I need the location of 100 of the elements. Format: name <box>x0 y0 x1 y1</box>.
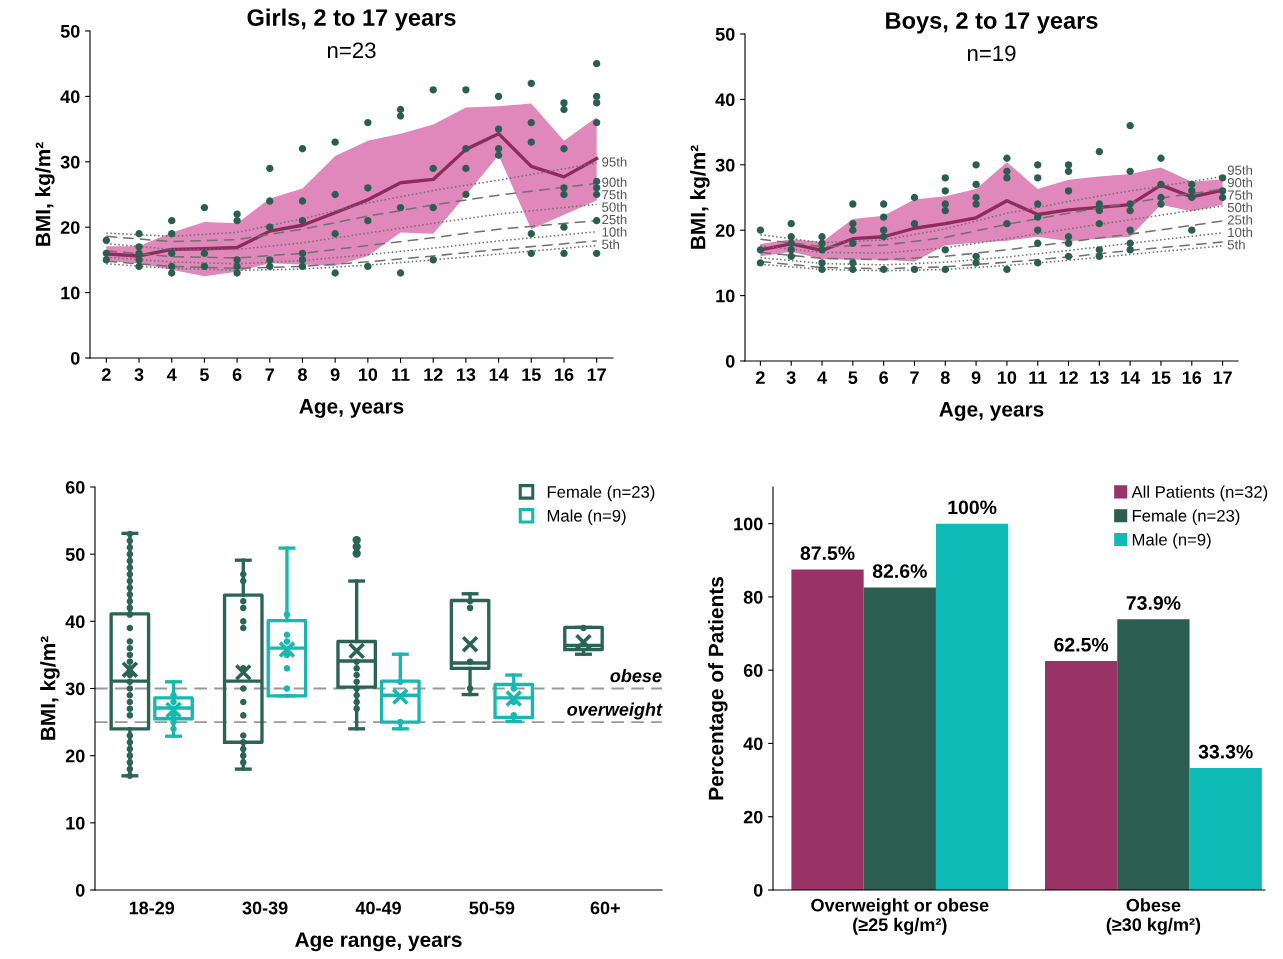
y-tick-label: 20 <box>60 221 80 234</box>
x-tick-label: 15 <box>1152 371 1171 384</box>
y-tick-label: 50 <box>65 548 85 561</box>
y-axis-title: BMI, kg/m² <box>40 636 60 740</box>
y-axis-title: BMI, kg/m² <box>690 145 710 249</box>
series-label: 10th <box>602 226 627 237</box>
y-tick-label: 40 <box>743 737 763 751</box>
ref-line-label: overweight <box>567 702 663 720</box>
series-label: 95th <box>602 156 627 167</box>
y-tick-label: 50 <box>715 27 735 41</box>
x-tick-label: Obese (≥30 kg/m²) <box>1106 898 1201 935</box>
x-tick-label: 14 <box>489 368 509 381</box>
x-tick-label: 5 <box>848 371 858 384</box>
x-tick-label: 2 <box>756 371 765 384</box>
y-tick-label: 80 <box>743 590 763 604</box>
y-tick-label: 10 <box>66 816 85 830</box>
y-tick-label: 0 <box>75 883 85 897</box>
data-label: 73.9% <box>1126 596 1181 610</box>
y-tick-label: 20 <box>715 224 735 237</box>
series-label: 90th <box>602 177 627 187</box>
series-label: 95th <box>1227 165 1253 175</box>
x-tick-label: Overweight or obese (≥25 kg/m²) <box>811 898 989 935</box>
y-tick-label: 30 <box>60 155 80 169</box>
y-tick-label: 40 <box>715 93 735 107</box>
x-tick-label: 8 <box>298 368 307 381</box>
legend-label: Female (n=23) <box>1132 509 1240 526</box>
x-tick-label: 13 <box>1090 371 1109 385</box>
x-tick-label: 17 <box>587 368 606 381</box>
x-tick-label: 7 <box>265 368 275 381</box>
y-tick-label: 30 <box>715 158 735 172</box>
y-tick-label: 60 <box>743 664 763 677</box>
data-label: 87.5% <box>800 546 855 561</box>
x-tick-label: 6 <box>232 368 242 381</box>
ref-line-label: obese <box>610 668 662 683</box>
x-tick-label: 30-39 <box>242 901 288 915</box>
x-tick-label: 5 <box>199 368 209 381</box>
y-tick-label: 60 <box>65 480 85 494</box>
x-tick-label: 7 <box>910 371 919 384</box>
x-axis-title: Age, years <box>939 402 1044 421</box>
data-label: 62.5% <box>1054 637 1109 652</box>
x-tick-label: 18-29 <box>129 901 175 915</box>
x-tick-label: 13 <box>457 368 476 382</box>
x-tick-label: 9 <box>330 368 340 381</box>
legend-label: Male (n=9) <box>547 509 626 526</box>
x-tick-label: 17 <box>1213 371 1232 384</box>
series-label: 75th <box>1227 190 1253 200</box>
y-axis-title: Percentage of Patients <box>708 577 728 800</box>
x-tick-label: 3 <box>786 371 796 385</box>
series-label: 25th <box>1227 214 1253 225</box>
series-label: 50th <box>1227 202 1253 213</box>
y-tick-label: 10 <box>716 289 735 303</box>
chart-subtitle: n=19 <box>967 45 1016 62</box>
y-tick-label: 100 <box>734 517 763 531</box>
series-label: 5th <box>602 239 620 250</box>
x-axis-title: Age, years <box>299 399 404 418</box>
y-tick-label: 50 <box>60 24 80 38</box>
series-label: 10th <box>1228 227 1253 238</box>
y-axis-title: BMI, kg/m² <box>35 142 55 246</box>
data-label: 100% <box>948 500 997 515</box>
x-tick-label: 60+ <box>590 901 620 915</box>
x-tick-label: 11 <box>1029 371 1047 384</box>
x-tick-label: 6 <box>879 371 889 384</box>
x-tick-label: 12 <box>1059 371 1078 384</box>
x-tick-label: 14 <box>1121 371 1141 384</box>
x-tick-label: 2 <box>101 368 111 381</box>
y-tick-label: 0 <box>753 883 763 897</box>
x-tick-label: 9 <box>971 371 981 384</box>
data-label: 33.3% <box>1198 744 1253 759</box>
x-tick-label: 8 <box>940 371 950 384</box>
x-tick-label: 12 <box>424 368 443 381</box>
series-label: 75th <box>602 189 627 200</box>
x-tick-label: 40-49 <box>355 901 401 915</box>
chart-subtitle: n=23 <box>327 42 376 59</box>
legend-label: All Patients (n=32) <box>1131 485 1268 502</box>
data-label: 82.6% <box>872 564 927 578</box>
x-tick-label: 10 <box>998 371 1017 384</box>
x-tick-label: 4 <box>817 371 827 384</box>
series-label: 50th <box>602 202 627 212</box>
chart-title: Boys, 2 to 17 years <box>886 12 1098 34</box>
series-label: 90th <box>1227 177 1253 188</box>
y-tick-label: 30 <box>65 682 85 696</box>
y-tick-label: 0 <box>725 354 735 368</box>
y-tick-label: 40 <box>60 90 80 104</box>
x-tick-label: 11 <box>392 368 410 381</box>
legend-label: Female (n=23) <box>547 485 655 502</box>
x-tick-label: 50-59 <box>469 901 515 915</box>
x-tick-label: 3 <box>134 368 144 382</box>
series-label: 25th <box>602 214 627 225</box>
y-tick-label: 20 <box>743 810 763 824</box>
legend-label: Male (n=9) <box>1132 533 1211 549</box>
x-axis-title: Age range, years <box>295 932 462 952</box>
x-tick-label: 16 <box>1182 371 1202 384</box>
y-tick-label: 20 <box>65 749 85 763</box>
y-tick-label: 10 <box>61 286 80 300</box>
y-tick-label: 0 <box>70 351 80 365</box>
x-tick-label: 16 <box>555 368 574 381</box>
series-label: 5th <box>1227 239 1245 250</box>
y-tick-label: 40 <box>65 615 85 629</box>
x-tick-label: 10 <box>358 368 378 381</box>
chart-title: Girls, 2 to 17 years <box>247 8 456 31</box>
